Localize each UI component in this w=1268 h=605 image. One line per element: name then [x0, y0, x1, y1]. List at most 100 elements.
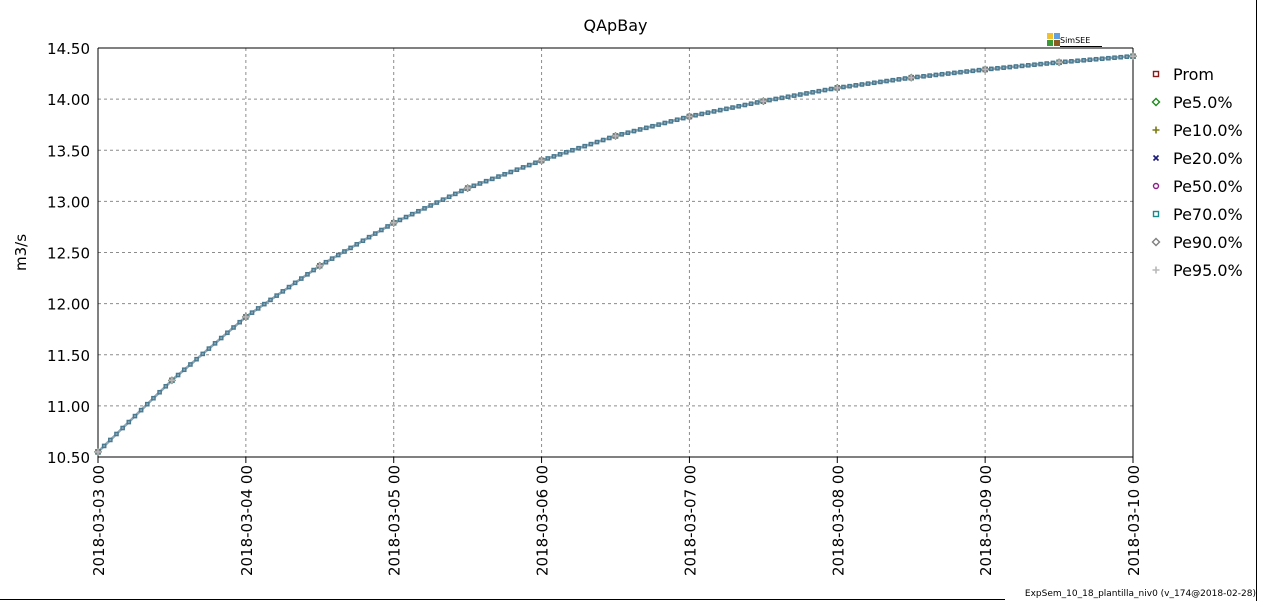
data-point: [446, 194, 452, 200]
data-point: [699, 111, 705, 117]
data-point: [828, 86, 834, 92]
data-point: [816, 88, 822, 94]
data-point: [989, 66, 994, 72]
data-point-Pe95.0%: [908, 74, 915, 81]
data-point: [995, 65, 1000, 71]
data-point: [329, 256, 335, 261]
data-point-Pe95.0%: [982, 66, 989, 73]
data-point: [625, 130, 631, 135]
data-point: [576, 145, 581, 151]
data-point: [964, 69, 969, 74]
data-point-Pe95.0%: [612, 132, 619, 139]
data-point: [1050, 60, 1056, 66]
data-point: [724, 106, 729, 112]
data-point: [637, 127, 643, 132]
x-tick-label: 2018-03-04 00: [238, 465, 256, 576]
data-point: [342, 249, 347, 254]
data-point: [526, 162, 532, 168]
data-point: [1093, 56, 1099, 62]
data-point: [1007, 64, 1013, 70]
data-point-Pe95.0%: [464, 185, 471, 192]
legend-marker: [1151, 97, 1161, 107]
data-point: [1019, 63, 1025, 69]
data-point: [619, 132, 624, 137]
logo-square-yellow: [1047, 33, 1053, 39]
data-point: [1001, 65, 1006, 70]
data-point: [865, 81, 871, 86]
data-point: [508, 169, 514, 175]
data-point: [871, 80, 877, 86]
data-point: [434, 200, 440, 205]
legend-label: Prom: [1173, 65, 1214, 84]
data-point: [545, 156, 551, 161]
data-point: [958, 69, 963, 75]
data-point: [114, 431, 119, 437]
data-point: [644, 125, 649, 131]
x-tick-label: 2018-03-03 00: [90, 465, 108, 576]
data-point: [305, 272, 310, 277]
data-point: [563, 149, 569, 155]
data-point: [502, 171, 507, 177]
data-point: [453, 191, 458, 197]
data-point: [742, 102, 748, 108]
data-point: [520, 165, 526, 170]
logo-square-green: [1047, 40, 1053, 46]
data-point-Pe95.0%: [95, 448, 101, 455]
data-point: [650, 123, 655, 129]
data-point: [902, 76, 908, 81]
data-point: [280, 289, 286, 294]
data-point: [144, 401, 150, 407]
data-point: [206, 346, 212, 351]
data-point: [292, 280, 298, 286]
data-point: [773, 96, 778, 102]
data-point: [255, 306, 261, 311]
data-point: [120, 425, 125, 431]
data-point: [730, 105, 735, 110]
data-point: [841, 84, 846, 90]
data-point: [385, 224, 390, 229]
data-point: [477, 181, 483, 186]
data-point: [101, 443, 107, 449]
data-point-Pe95.0%: [686, 113, 693, 120]
data-point: [754, 100, 760, 105]
frame-right-border: [1256, 0, 1257, 601]
data-point: [582, 143, 587, 149]
data-point: [1081, 57, 1087, 63]
data-point: [890, 77, 896, 83]
data-point: [489, 176, 495, 182]
footer-version: ExpSem_10_18_plantilla_niv0 (v_174@2018-…: [1024, 589, 1256, 599]
data-point: [588, 141, 594, 147]
legend-label: Pe5.0%: [1173, 93, 1233, 112]
data-point: [767, 97, 772, 103]
legend-label: Pe50.0%: [1173, 177, 1243, 196]
data-point: [594, 139, 600, 145]
data-point: [853, 83, 859, 88]
data-point: [952, 70, 957, 76]
legend-label: Pe10.0%: [1173, 121, 1243, 140]
data-point: [181, 367, 187, 373]
logo-text: SimSEE: [1060, 36, 1091, 45]
data-point: [132, 413, 138, 419]
data-point: [976, 67, 982, 73]
data-point: [557, 152, 563, 157]
data-point: [600, 137, 606, 143]
data-point: [409, 211, 415, 217]
data-point: [1106, 55, 1111, 61]
data-point: [249, 310, 255, 315]
data-point: [299, 276, 304, 281]
legend-label: Pe95.0%: [1173, 261, 1243, 280]
data-point: [798, 92, 803, 97]
data-point-Pe95.0%: [834, 84, 841, 91]
data-point: [194, 356, 199, 362]
data-point: [933, 72, 939, 78]
data-point: [372, 231, 378, 236]
y-axis-label: m3/s: [12, 234, 30, 271]
data-point: [348, 245, 353, 251]
data-point: [1044, 61, 1050, 66]
data-point: [231, 325, 236, 330]
x-tick-label: 2018-03-09 00: [977, 465, 995, 576]
data-point: [237, 319, 242, 325]
data-point: [286, 284, 292, 290]
data-point: [379, 227, 384, 233]
